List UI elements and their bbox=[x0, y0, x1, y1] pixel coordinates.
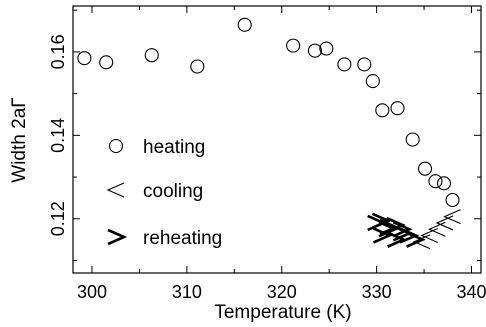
heating-point bbox=[286, 38, 301, 53]
heating-point bbox=[237, 17, 252, 32]
y-axis-label: Width 2aΓ bbox=[9, 97, 30, 182]
heating-point bbox=[375, 103, 390, 118]
reheating-point bbox=[372, 227, 393, 244]
legend: heating cooling reheating bbox=[106, 137, 222, 249]
heating-point bbox=[144, 48, 159, 63]
plot-frame bbox=[72, 5, 482, 274]
heating-point bbox=[99, 55, 114, 70]
x-tick-label: 300 bbox=[77, 282, 107, 302]
legend-reheating-label: reheating bbox=[143, 228, 222, 249]
y-tick-label: 0.16 bbox=[48, 34, 68, 69]
legend-cooling-marker bbox=[106, 182, 125, 198]
heating-point bbox=[337, 57, 352, 72]
heating-point bbox=[445, 192, 460, 208]
legend-reheating-marker bbox=[107, 228, 128, 246]
ticks-layer: 300 310 320 330 340 0.12 0.14 0.16 bbox=[48, 6, 486, 302]
legend-heating-marker bbox=[108, 138, 124, 154]
y-tick-label: 0.12 bbox=[48, 201, 68, 236]
x-tick-label: 330 bbox=[362, 282, 392, 302]
heating-point bbox=[319, 41, 334, 56]
heating-point bbox=[428, 174, 443, 189]
legend-cooling-label: cooling bbox=[143, 181, 203, 202]
heating-point bbox=[436, 176, 452, 191]
reheating-point bbox=[386, 216, 406, 234]
reheating-point bbox=[406, 231, 426, 248]
x-tick-label: 320 bbox=[267, 282, 297, 302]
heating-point bbox=[190, 59, 205, 74]
heating-point bbox=[405, 132, 420, 147]
reheating-point bbox=[392, 225, 413, 242]
heating-point bbox=[365, 74, 380, 89]
heating-point bbox=[357, 57, 372, 72]
x-axis-label: Temperature (K) bbox=[214, 302, 351, 323]
x-tick-label: 310 bbox=[172, 282, 202, 302]
heating-point bbox=[390, 101, 405, 116]
cooling-point bbox=[443, 209, 461, 225]
heating-point bbox=[417, 161, 433, 176]
y-tick-label: 0.14 bbox=[48, 118, 68, 153]
legend-heating-label: heating bbox=[143, 137, 205, 158]
heating-point bbox=[77, 51, 92, 66]
marks-layer bbox=[77, 17, 461, 250]
heating-point bbox=[307, 43, 323, 58]
reheating-point bbox=[371, 212, 392, 230]
x-tick-label: 340 bbox=[456, 282, 486, 302]
